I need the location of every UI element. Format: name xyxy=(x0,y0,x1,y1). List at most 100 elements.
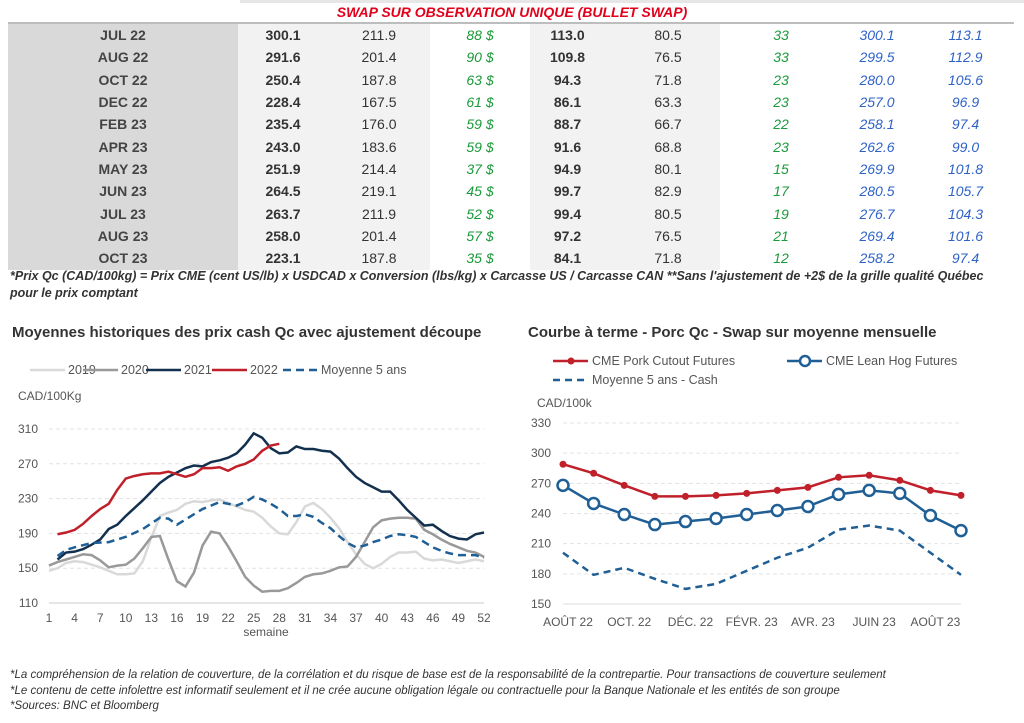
data-point xyxy=(801,499,815,514)
table-cell: 52 $ xyxy=(466,205,494,222)
x-tick-label: 13 xyxy=(145,611,159,625)
table-row: APR 23 243.0 183.6 59 $ 91.6 68.8 23 262.6 99.0 xyxy=(8,135,1008,157)
x-tick-label: AVR. 23 xyxy=(791,615,835,629)
y-tick-label: 270 xyxy=(18,457,38,471)
table-cell: 299.5 xyxy=(859,49,895,66)
table-cell: 258.0 xyxy=(265,227,301,244)
table-cell: 88.7 xyxy=(553,116,582,133)
data-point xyxy=(590,469,598,477)
table-cell: 80.5 xyxy=(654,205,682,222)
table-cell: 243.0 xyxy=(265,138,301,155)
table-cell: 291.6 xyxy=(265,49,301,66)
y-tick-label: 110 xyxy=(19,596,38,610)
data-point xyxy=(773,486,781,494)
data-point xyxy=(739,507,754,522)
disclaimer-line: *Le contenu de cette infolettre est info… xyxy=(10,684,840,697)
table-cell: JUL 22 xyxy=(100,27,146,44)
table-cell: 23 xyxy=(773,71,789,88)
usd-column-bg xyxy=(530,24,720,270)
legend-label: 2022 xyxy=(250,363,278,377)
table-cell: AUG 23 xyxy=(97,227,149,244)
legend-label: 2019 xyxy=(68,363,96,377)
x-tick-label: 31 xyxy=(298,611,312,625)
x-tick-label: 40 xyxy=(375,611,389,625)
y-tick-label: 230 xyxy=(18,492,38,506)
y-tick-label: 300 xyxy=(531,446,551,460)
table-cell: 99.4 xyxy=(553,205,582,222)
table-cell: 99.7 xyxy=(553,183,582,200)
cme-column-bg xyxy=(238,24,430,270)
table-title: SWAP SUR OBSERVATION UNIQUE (BULLET SWAP… xyxy=(336,4,688,20)
table-cell: 86.1 xyxy=(553,94,582,111)
table-row: OCT 23 223.1 187.8 35 $ 84.1 71.8 12 258.2 97.4 xyxy=(8,247,1008,269)
table-cell: 300.1 xyxy=(859,27,895,44)
table-cell: AUG 22 xyxy=(97,49,149,66)
table-cell: 66.7 xyxy=(654,116,682,133)
table-cell: DEC 22 xyxy=(98,94,148,111)
x-tick-label: 34 xyxy=(324,611,338,625)
x-tick-label: FÉVR. 23 xyxy=(726,614,778,629)
table-row: AUG 22 291.6 201.4 90 $ 109.8 76.5 33 299.5 112.… xyxy=(8,46,1008,68)
legend-label: Moyenne 5 ans xyxy=(321,363,406,377)
series-line-moyenne-5-ans xyxy=(56,495,485,559)
table-cell: 201.4 xyxy=(361,49,397,66)
table-cell: 276.7 xyxy=(859,205,895,222)
table-cell: 61 $ xyxy=(466,94,494,111)
y-tick-label: 190 xyxy=(18,526,38,540)
table-cell: 104.3 xyxy=(947,205,984,222)
legend-label: 2020 xyxy=(121,363,149,377)
table-cell: 57 $ xyxy=(466,227,494,244)
table-cell: 219.1 xyxy=(361,183,397,200)
table-cell: 76.5 xyxy=(654,227,682,244)
data-point xyxy=(954,523,968,538)
table-cell: 91.6 xyxy=(553,138,582,155)
swap-table: JUL 22 300.1 211.9 88 $ 113.0 80.5 33 300.1 113.… xyxy=(8,24,1008,269)
table-cell: OCT 22 xyxy=(98,71,148,88)
table-cell: APR 23 xyxy=(98,138,148,155)
table-cell: 23 xyxy=(773,94,789,111)
table-cell: MAY 23 xyxy=(98,160,148,177)
disclaimer-line: *La compréhension de la relation de couv… xyxy=(10,669,886,681)
y-tick-label: 150 xyxy=(531,597,551,611)
table-cell: 269.9 xyxy=(859,160,895,177)
table-row: JUN 23 264.5 219.1 45 $ 99.7 82.9 17 280.5 105.7 xyxy=(8,180,1008,202)
table-cell: 35 $ xyxy=(466,250,494,267)
data-point xyxy=(923,508,938,523)
table-cell: 59 $ xyxy=(466,116,494,133)
x-tick-label: 49 xyxy=(452,611,466,625)
table-cell: 214.4 xyxy=(361,160,397,177)
x-tick-label: AOÛT 23 xyxy=(910,614,960,629)
table-cell: 187.8 xyxy=(361,250,397,267)
data-point xyxy=(743,489,751,497)
y-tick-label: 310 xyxy=(18,422,38,436)
table-cell: 23 xyxy=(773,138,789,155)
table-cell: 101.8 xyxy=(947,160,984,177)
table-cell: 258.1 xyxy=(859,116,895,133)
y-tick-label: 330 xyxy=(531,416,551,430)
table-cell: 211.9 xyxy=(362,205,396,222)
table-cell: 201.4 xyxy=(361,227,397,244)
table-cell: 96.9 xyxy=(951,94,980,111)
x-tick-label: 19 xyxy=(196,611,210,625)
table-cell: 63 $ xyxy=(466,71,494,88)
x-tick-label: 4 xyxy=(71,611,78,625)
table-cell: 167.5 xyxy=(361,94,397,111)
table-cell: 113.1 xyxy=(948,27,983,44)
table-cell: 82.9 xyxy=(654,183,682,200)
series-line-2021 xyxy=(56,431,485,561)
x-tick-label: 7 xyxy=(97,611,104,625)
data-point xyxy=(617,507,631,522)
table-footnote: *Prix Qc (CAD/100kg) = Prix CME (cent US… xyxy=(10,269,984,300)
table-cell: 101.6 xyxy=(947,227,984,244)
disclaimer: *La compréhension de la relation de couv… xyxy=(10,668,886,715)
table-cell: FEB 23 xyxy=(99,116,147,133)
y-axis-label: CAD/100k xyxy=(537,396,593,410)
table-cell: 94.3 xyxy=(553,71,582,88)
data-point xyxy=(831,487,846,502)
table-cell: 187.8 xyxy=(361,71,397,88)
x-tick-label: 25 xyxy=(247,611,261,625)
x-tick-label: 10 xyxy=(119,611,133,625)
table-row: MAY 23 251.9 214.4 37 $ 94.9 80.1 15 269.9 101.8 xyxy=(8,158,1008,180)
table-cell: 250.4 xyxy=(265,71,301,88)
